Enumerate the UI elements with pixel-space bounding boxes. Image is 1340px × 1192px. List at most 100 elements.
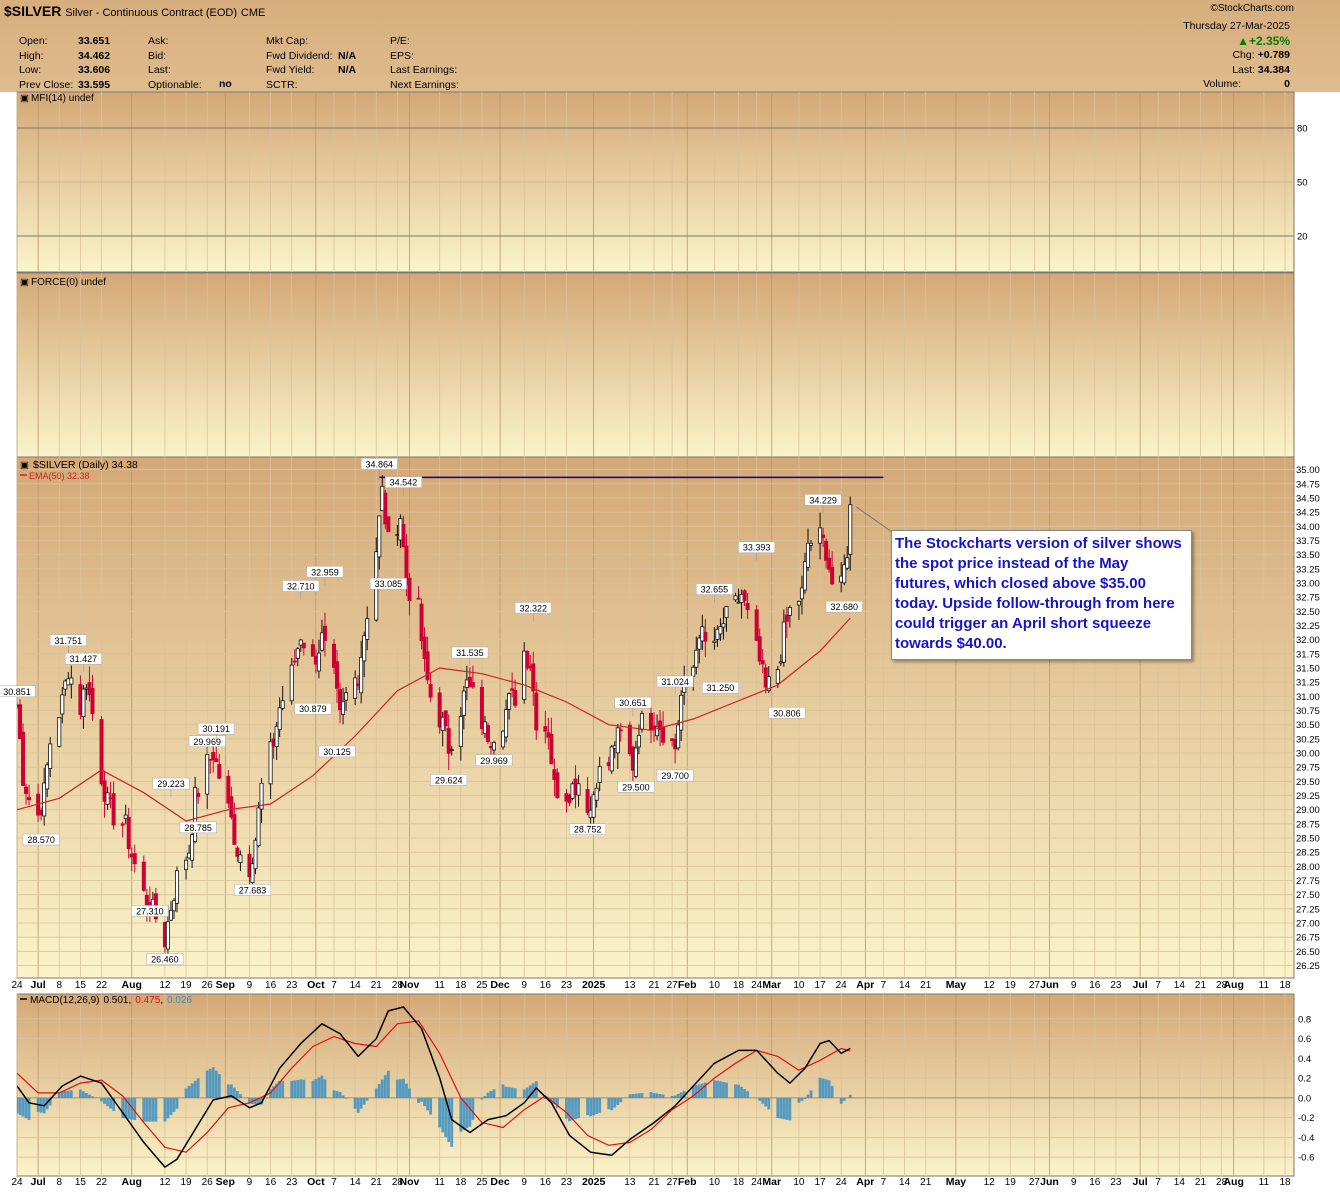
- candle-body: [428, 684, 433, 698]
- macd-histogram-bar: [510, 1087, 514, 1098]
- price-y-tick-label: 32.50: [1296, 607, 1320, 618]
- x-tick-label: Jun: [1040, 979, 1059, 991]
- macd-histogram-bar: [592, 1097, 596, 1116]
- last-label: Last:: [148, 64, 171, 76]
- x-tick-label: Oct: [307, 979, 325, 991]
- x-tick-label: 19: [1005, 1177, 1017, 1188]
- macd-histogram-bar: [429, 1097, 433, 1115]
- candle-body: [809, 542, 814, 546]
- candle-body: [141, 861, 146, 891]
- candle-body: [636, 735, 641, 748]
- price-value-label: 31.427: [70, 654, 98, 664]
- macd-histogram-bar: [196, 1078, 200, 1098]
- macd-histogram-bar: [634, 1093, 638, 1098]
- macd-histogram-bar: [598, 1097, 602, 1113]
- low-label: Low:: [19, 64, 42, 76]
- x-tick-label: 8: [56, 1177, 62, 1188]
- price-y-tick-label: 30.75: [1296, 706, 1320, 717]
- macd-histogram-bar: [637, 1093, 641, 1098]
- x-tick-label: 16: [1089, 980, 1101, 991]
- candle-body: [196, 792, 201, 797]
- macd-histogram-bar: [468, 1097, 472, 1127]
- price-y-tick-label: 34.00: [1296, 522, 1320, 533]
- candle-body: [341, 700, 346, 715]
- macd-histogram-bar: [613, 1097, 617, 1108]
- x-tick-label: 7: [331, 1177, 337, 1188]
- price-title: $SILVER (Daily) 34.38: [33, 459, 138, 471]
- quote-summary-right: Thursday 27-Mar-2025 ▲+2.35% Chg: +0.789…: [1183, 19, 1290, 92]
- macd-histogram-bar: [187, 1085, 191, 1098]
- x-tick-label: May: [946, 979, 967, 991]
- candle-body: [238, 854, 243, 864]
- candle-body: [845, 557, 850, 569]
- macd-histogram-bar: [788, 1097, 792, 1121]
- price-value-label: 29.969: [480, 756, 508, 766]
- candle-body: [190, 834, 195, 861]
- candle-body: [301, 642, 306, 649]
- x-tick-label: 10: [793, 1177, 805, 1188]
- ema-legend: EMA(50) 32.38: [29, 471, 90, 481]
- price-label-box: [475, 754, 513, 767]
- x-tick-label: 12: [159, 1177, 171, 1188]
- prev-close-label: Prev Close:: [19, 78, 74, 91]
- candle-body: [359, 656, 364, 694]
- candle-body: [331, 643, 336, 668]
- axis-layer: 2424JulJul8815152222AugAug121219192626Se…: [11, 124, 1319, 1189]
- candle-body: [292, 660, 297, 663]
- macd-histogram-bar: [91, 1096, 94, 1098]
- candle-body: [298, 639, 303, 646]
- candle-body: [274, 725, 279, 748]
- macd-histogram-bar: [79, 1089, 82, 1098]
- candle-body: [766, 676, 771, 692]
- candle-body: [513, 689, 518, 706]
- price-value-label: 30.851: [3, 687, 31, 697]
- price-value-label: 29.700: [661, 771, 689, 781]
- price-y-tick-label: 30.00: [1296, 749, 1320, 760]
- macd-histogram-bar: [649, 1092, 653, 1098]
- macd-histogram-bar: [405, 1083, 408, 1098]
- macd-y-tick-label: 0.0: [1298, 1093, 1311, 1104]
- price-label-box: [234, 884, 271, 896]
- macd-histogram-bar: [402, 1078, 405, 1098]
- price-y-tick-label: 30.50: [1296, 720, 1320, 731]
- x-tick-label: 7: [331, 980, 337, 991]
- price-y-tick-label: 28.50: [1296, 834, 1320, 845]
- x-tick-label: 21: [371, 980, 383, 991]
- symbol-name: $SILVER: [4, 3, 62, 19]
- price-label-box: [179, 821, 217, 834]
- macd-histogram-bar: [133, 1097, 137, 1121]
- price-y-tick-label: 28.75: [1296, 819, 1320, 830]
- macd-histogram-bar: [106, 1097, 109, 1107]
- macd-histogram-bar: [272, 1086, 276, 1098]
- candle-body: [501, 730, 506, 748]
- x-tick-label: Jul: [31, 1176, 46, 1188]
- macd-histogram-bar: [88, 1094, 91, 1098]
- candle-body: [609, 746, 614, 772]
- x-tick-label: 19: [181, 980, 193, 991]
- candle-body: [250, 863, 255, 884]
- candle-body: [507, 693, 512, 710]
- candle-body: [18, 704, 23, 740]
- x-tick-label: 18: [455, 1177, 467, 1188]
- macd-histogram-bar: [359, 1097, 363, 1109]
- candle-body: [531, 663, 536, 692]
- candle-body: [437, 692, 442, 728]
- candle-body: [259, 782, 264, 810]
- price-y-tick-label: 30.25: [1296, 734, 1320, 745]
- mfi-y-tick-label: 50: [1297, 178, 1308, 189]
- macd-histogram-bar: [513, 1088, 517, 1098]
- price-label-box: [430, 774, 468, 786]
- macd-histogram-bar: [420, 1097, 423, 1102]
- x-tick-label: 15: [75, 1177, 87, 1188]
- candle-body: [775, 669, 780, 684]
- macd-histogram-bar: [278, 1080, 282, 1098]
- candle-body: [754, 609, 759, 641]
- candle-body: [718, 626, 723, 635]
- macd-histogram-bar: [821, 1078, 825, 1098]
- x-tick-label: Sep: [216, 979, 235, 991]
- macd-legend-macd-value: 0.501: [103, 995, 128, 1006]
- fwd-dividend-label: Fwd Dividend:: [266, 49, 333, 62]
- x-tick-label: 9: [1071, 980, 1077, 991]
- candle-body: [81, 688, 86, 718]
- symbol-title: $SILVER Silver - Continuous Contract (EO…: [4, 3, 265, 19]
